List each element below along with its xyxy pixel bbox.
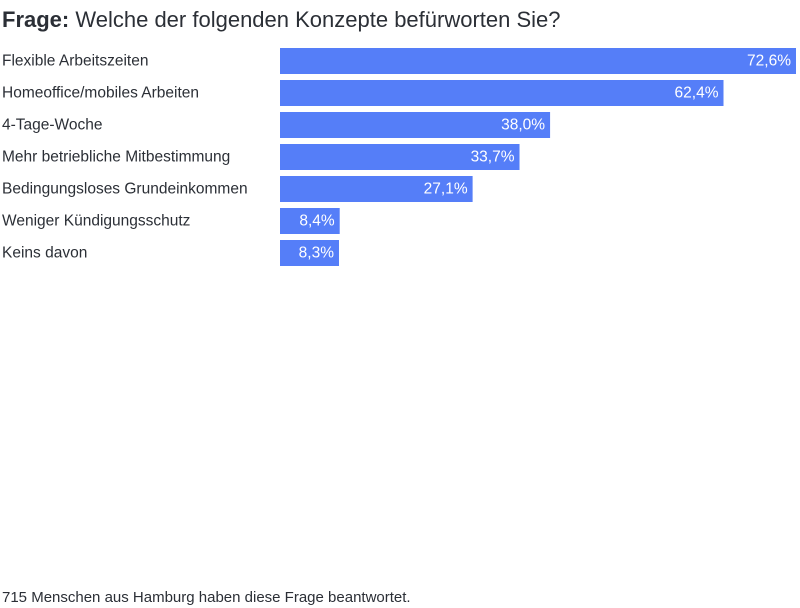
respondent-footnote: 715 Menschen aus Hamburg haben diese Fra… xyxy=(2,589,411,606)
category-label: Keins davon xyxy=(2,245,87,262)
chart-title: Frage: Welche der folgenden Konzepte bef… xyxy=(2,6,561,34)
value-label: 72,6% xyxy=(747,53,791,70)
title-text: Welche der folgenden Konzepte befürworte… xyxy=(75,7,561,32)
bar xyxy=(280,240,339,266)
bar xyxy=(280,144,520,170)
bar xyxy=(280,208,340,234)
value-label: 8,4% xyxy=(299,213,335,230)
bar xyxy=(280,48,796,74)
value-label: 38,0% xyxy=(501,117,545,134)
category-label: Mehr betriebliche Mitbestimmung xyxy=(2,149,230,166)
value-label: 8,3% xyxy=(299,245,335,262)
category-label: Weniger Kündigungsschutz xyxy=(2,213,190,230)
bar-chart: Flexible Arbeitszeiten 72,6% Homeoffice/mo… xyxy=(2,48,796,266)
category-label: Bedingungsloses Grundeinkommen xyxy=(2,181,248,198)
value-label: 27,1% xyxy=(424,181,468,198)
bar xyxy=(280,112,551,138)
value-label: 33,7% xyxy=(471,149,515,166)
category-label: 4-Tage-Woche xyxy=(2,117,103,134)
bar xyxy=(280,176,473,202)
title-prefix: Frage: xyxy=(2,7,70,32)
value-label: 62,4% xyxy=(675,85,719,102)
bar xyxy=(280,80,724,106)
category-label: Flexible Arbeitszeiten xyxy=(2,53,148,70)
category-label: Homeoffice/mobiles Arbeiten xyxy=(2,85,199,102)
